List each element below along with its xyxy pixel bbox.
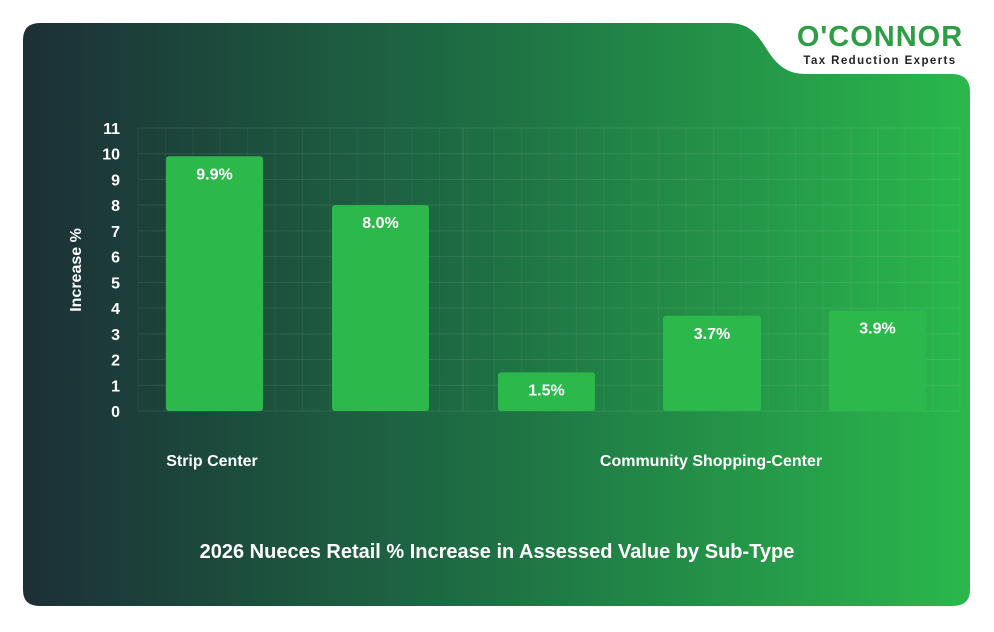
y-tick-label: 11: [103, 121, 120, 138]
brand-logo: O'CONNOR Tax Reduction Experts: [780, 20, 980, 68]
bar: [498, 372, 595, 411]
y-tick-label: 10: [102, 147, 120, 164]
bar-value-label: 8.0%: [362, 215, 398, 232]
bar: [166, 156, 263, 411]
y-axis-label: Increase %: [68, 228, 85, 312]
bar-value-label: 3.9%: [859, 321, 895, 338]
bar: [829, 310, 926, 411]
x-category-label: Community Shopping-Center: [600, 453, 822, 470]
bar-value-label: 9.9%: [196, 166, 232, 183]
x-axis: Strip Center Community Shopping-Center: [166, 453, 822, 470]
y-tick-label: 2: [111, 353, 120, 370]
y-tick-label: 9: [111, 172, 120, 189]
brand-tagline: Tax Reduction Experts: [803, 55, 957, 67]
y-tick-label: 0: [111, 404, 120, 421]
chart-title: 2026 Nueces Retail % Increase in Assesse…: [199, 541, 795, 563]
bars: 9.9% 8.0% 1.5% 3.7% 3.9%: [166, 156, 926, 411]
bar-value-label: 3.7%: [694, 326, 730, 343]
y-tick-label: 3: [111, 327, 120, 344]
y-tick-label: 8: [111, 198, 120, 215]
y-tick-label: 7: [111, 224, 120, 241]
y-tick-label: 4: [111, 301, 120, 318]
bar-value-label: 1.5%: [528, 382, 564, 399]
brand-name: O'CONNOR: [796, 21, 964, 53]
bar: [332, 205, 429, 411]
x-category-label: Strip Center: [166, 453, 258, 470]
y-tick-label: 5: [111, 275, 120, 292]
y-tick-label: 1: [111, 378, 120, 395]
y-axis: 0 1 2 3 4 5 6 7 8 9 10 11: [102, 121, 120, 421]
bar: [663, 315, 761, 411]
y-tick-label: 6: [111, 250, 120, 267]
